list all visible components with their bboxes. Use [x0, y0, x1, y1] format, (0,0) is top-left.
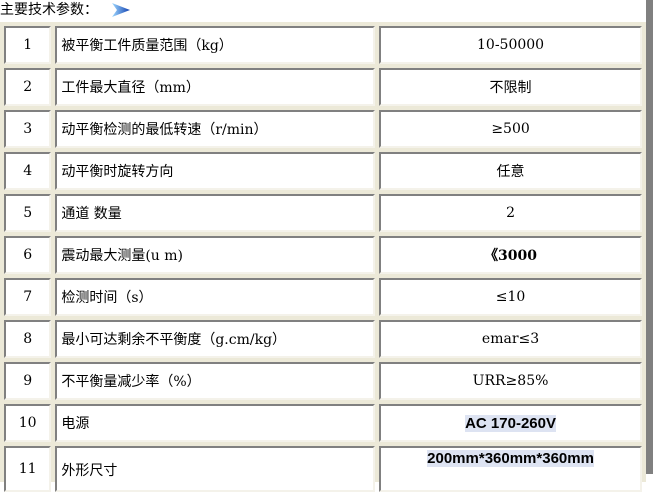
specs-table: 1 被平衡工件质量范围（kg） 10-50000 2 工件最大直径（mm） 不限制… [0, 22, 646, 496]
parameter-value: ≥500 [379, 110, 642, 148]
row-number: 4 [4, 152, 52, 190]
parameter-value: URR≥85% [379, 362, 642, 400]
value-text: emar≤3 [481, 331, 540, 347]
parameter-value: 《3000 [379, 236, 642, 274]
value-text: 200mm*360mm*360mm [427, 450, 594, 467]
parameter-value: ≤10 [379, 278, 642, 316]
table-row: 5 通道 数量 2 [4, 194, 642, 232]
table-row: 7 检测时间（s） ≤10 [4, 278, 642, 316]
heading-text: 主要技术参数： [0, 2, 98, 18]
parameter-value: 200mm*360mm*360mm [379, 446, 642, 492]
table-row: 8 最小可达剩余不平衡度（g.cm/kg） emar≤3 [4, 320, 642, 358]
value-text: 不限制 [489, 80, 532, 96]
row-number: 10 [4, 404, 52, 442]
table-row: 11 外形尺寸 200mm*360mm*360mm [4, 446, 642, 492]
row-number: 7 [4, 278, 52, 316]
specs-table-container: 1 被平衡工件质量范围（kg） 10-50000 2 工件最大直径（mm） 不限制… [0, 22, 646, 492]
row-number: 1 [4, 26, 52, 64]
table-row: 2 工件最大直径（mm） 不限制 [4, 68, 642, 106]
row-number: 11 [4, 446, 52, 492]
parameter-name: 通道 数量 [55, 194, 376, 232]
row-number: 2 [4, 68, 52, 106]
parameter-name: 动平衡时旋转方向 [55, 152, 376, 190]
parameter-value: AC 170-260V [379, 404, 642, 442]
row-number: 3 [4, 110, 52, 148]
table-row: 9 不平衡量减少率（%） URR≥85% [4, 362, 642, 400]
value-text: 《3000 [484, 248, 538, 264]
value-text: 2 [506, 205, 515, 221]
arrow-icon [112, 3, 130, 17]
value-text: 任意 [496, 164, 525, 180]
parameter-value: 不限制 [379, 68, 642, 106]
parameter-name: 工件最大直径（mm） [55, 68, 376, 106]
value-text: AC 170-260V [465, 414, 556, 432]
parameter-name: 震动最大测量(u m) [55, 236, 376, 274]
parameter-name: 最小可达剩余不平衡度（g.cm/kg） [55, 320, 376, 358]
parameter-name: 动平衡检测的最低转速（r/min） [55, 110, 376, 148]
parameter-value: 10-50000 [379, 26, 642, 64]
row-number: 5 [4, 194, 52, 232]
table-row: 1 被平衡工件质量范围（kg） 10-50000 [4, 26, 642, 64]
table-row: 4 动平衡时旋转方向 任意 [4, 152, 642, 190]
section-heading: 主要技术参数： [0, 0, 130, 20]
row-number: 8 [4, 320, 52, 358]
value-text: URR≥85% [472, 373, 549, 389]
parameter-name: 检测时间（s） [55, 278, 376, 316]
parameter-value: 2 [379, 194, 642, 232]
row-number: 6 [4, 236, 52, 274]
table-row: 3 动平衡检测的最低转速（r/min） ≥500 [4, 110, 642, 148]
parameter-name: 被平衡工件质量范围（kg） [55, 26, 376, 64]
parameter-name: 外形尺寸 [55, 446, 376, 492]
parameter-value: emar≤3 [379, 320, 642, 358]
window-edge [646, 0, 653, 474]
parameter-name: 不平衡量减少率（%） [55, 362, 376, 400]
value-text: ≥500 [491, 121, 530, 137]
table-row: 6 震动最大测量(u m) 《3000 [4, 236, 642, 274]
row-number: 9 [4, 362, 52, 400]
parameter-name: 电源 [55, 404, 376, 442]
parameter-value: 任意 [379, 152, 642, 190]
value-text: 10-50000 [477, 37, 545, 53]
value-text: ≤10 [495, 289, 526, 305]
table-row: 10 电源 AC 170-260V [4, 404, 642, 442]
